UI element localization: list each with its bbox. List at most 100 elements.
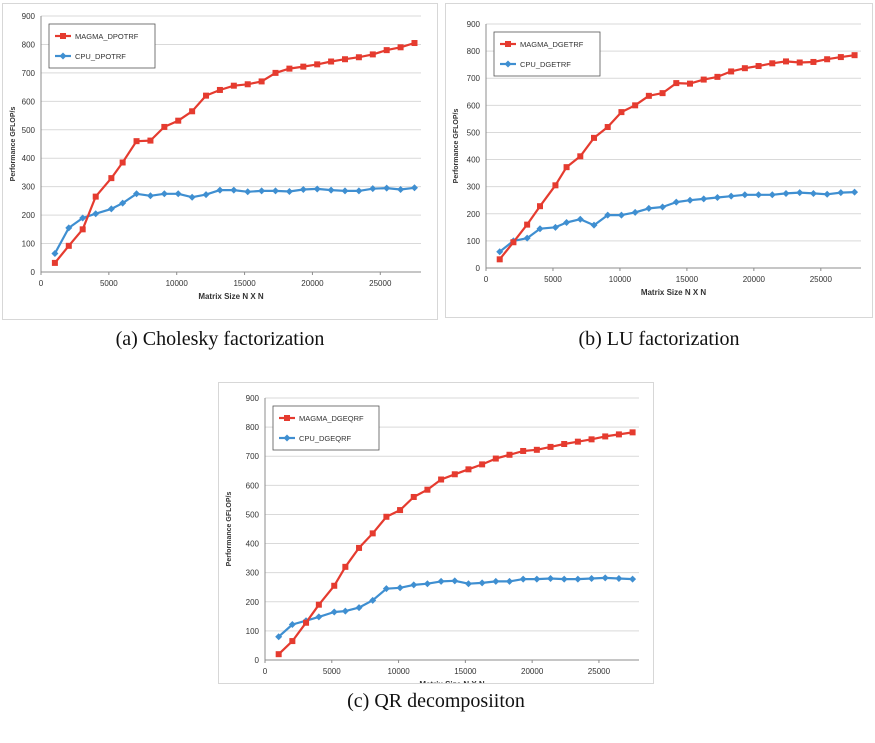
qr-legend-label: MAGMA_DGEQRF [299, 414, 364, 423]
qr-point-cpu_dgeqrf [588, 574, 596, 582]
qr-point-magma_dgeqrf [465, 466, 472, 473]
qr-point-magma_dgeqrf [315, 601, 322, 608]
chart-svg-qr: 0 100 200 300 400 500 600 700 800 900 0 5000 10000 15… [226, 394, 639, 683]
lu-xtick-label: 25000 [810, 275, 833, 284]
cholesky-point-cpu_dpotrf [383, 184, 391, 192]
cholesky-point-cpu_dpotrf [79, 214, 87, 222]
qr-ytick-label: 900 [246, 394, 260, 403]
qr-point-magma_dgeqrf [615, 431, 622, 438]
qr-point-magma_dgeqrf [289, 638, 296, 645]
qr-point-cpu_dgeqrf [492, 577, 500, 585]
lu-point-magma_dgetrf [741, 65, 748, 72]
lu-point-magma_dgetrf [796, 59, 803, 66]
qr-xtick-label: 0 [263, 667, 268, 676]
qr-point-cpu_dgeqrf [369, 596, 377, 604]
cholesky-point-magma_dpotrf [258, 78, 265, 85]
cholesky-point-magma_dpotrf [383, 47, 390, 54]
lu-point-magma_dgetrf [851, 52, 858, 59]
qr-point-magma_dgeqrf [451, 471, 458, 478]
cholesky-point-cpu_dpotrf [107, 205, 115, 213]
cholesky-point-magma_dpotrf [314, 61, 321, 68]
cholesky-point-cpu_dpotrf [119, 199, 127, 207]
cholesky-point-magma_dpotrf [189, 108, 196, 115]
cholesky-point-magma_dpotrf [244, 81, 251, 88]
qr-point-cpu_dgeqrf [341, 607, 349, 615]
cholesky-point-cpu_dpotrf [92, 210, 100, 218]
cholesky-point-magma_dpotrf [203, 92, 210, 99]
qr-legend-box [272, 405, 380, 451]
qr-point-cpu_dgeqrf [601, 574, 609, 582]
qr-point-cpu_dgeqrf [315, 613, 323, 621]
cholesky-ytick-label: 0 [31, 268, 36, 277]
cholesky-point-magma_dpotrf [355, 54, 362, 61]
qr-point-magma_dgeqrf [424, 486, 431, 493]
lu-point-cpu_dgetrf [496, 248, 504, 256]
qr-point-magma_dgeqrf [492, 455, 499, 462]
qr-point-cpu_dgeqrf [519, 575, 527, 583]
qr-point-cpu_dgeqrf [288, 620, 296, 628]
qr-ytick-label: 700 [246, 452, 260, 461]
lu-point-cpu_dgetrf [659, 203, 667, 211]
lu-point-cpu_dgetrf [768, 191, 776, 199]
cholesky-point-cpu_dpotrf [285, 188, 293, 196]
cholesky-point-cpu_dpotrf [299, 186, 307, 194]
lu-point-cpu_dgetrf [686, 196, 694, 204]
lu-point-cpu_dgetrf [782, 189, 790, 197]
lu-point-magma_dgetrf [728, 68, 735, 75]
lu-ytick-label: 600 [467, 101, 481, 110]
qr-point-magma_dgeqrf [331, 582, 338, 589]
lu-xtick-label: 15000 [676, 275, 699, 284]
cholesky-point-magma_dpotrf [65, 242, 72, 249]
lu-point-cpu_dgetrf [837, 189, 845, 197]
cholesky-point-magma_dpotrf [216, 86, 223, 93]
qr-ytick-label: 300 [246, 569, 260, 578]
cholesky-point-cpu_dpotrf [244, 188, 252, 196]
cholesky-ytick-label: 100 [22, 240, 36, 249]
lu-point-cpu_dgetrf [551, 223, 559, 231]
cholesky-point-cpu_dpotrf [369, 185, 377, 193]
lu-ytick-label: 200 [467, 210, 481, 219]
lu-point-magma_dgetrf [524, 221, 531, 228]
cholesky-point-magma_dpotrf [133, 138, 140, 145]
qr-point-cpu_dgeqrf [478, 579, 486, 587]
cholesky-legend-marker [60, 33, 66, 39]
lu-xaxis-label: Matrix Size N X N [641, 288, 707, 297]
lu-point-magma_dgetrf [618, 109, 625, 116]
chart-svg-cholesky: 0 100 200 300 400 500 600 700 800 900 0 5000 10000 15… [10, 12, 421, 301]
lu-legend-marker [505, 41, 511, 47]
qr-ytick-label: 200 [246, 598, 260, 607]
cholesky-point-magma_dpotrf [175, 117, 182, 124]
qr-xaxis-label: Matrix Size N X N [419, 680, 485, 683]
cholesky-point-magma_dpotrf [51, 259, 58, 266]
lu-point-cpu_dgetrf [576, 215, 584, 223]
lu-point-magma_dgetrf [824, 56, 831, 63]
qr-ytick-label: 600 [246, 481, 260, 490]
lu-point-magma_dgetrf [659, 90, 666, 97]
qr-point-cpu_dgeqrf [396, 584, 404, 592]
lu-point-magma_dgetrf [604, 124, 611, 131]
qr-point-magma_dgeqrf [561, 440, 568, 447]
lu-point-magma_dgetrf [537, 203, 543, 210]
qr-point-magma_dgeqrf [303, 619, 310, 626]
qr-point-cpu_dgeqrf [505, 577, 513, 585]
cholesky-xtick-label: 15000 [233, 279, 256, 288]
cholesky-point-magma_dpotrf [286, 65, 293, 72]
lu-point-cpu_dgetrf [713, 194, 721, 202]
cholesky-point-cpu_dpotrf [327, 186, 335, 194]
lu-legend-box [493, 31, 601, 77]
lu-point-cpu_dgetrf [851, 188, 859, 196]
cholesky-point-cpu_dpotrf [160, 190, 168, 198]
chart-panel-lu: 0 100 200 300 400 500 600 700 800 900 0 5000 10000 15… [445, 3, 873, 318]
cholesky-point-magma_dpotrf [411, 40, 418, 47]
qr-xtick-label: 15000 [454, 667, 477, 676]
cholesky-ytick-label: 600 [22, 97, 36, 106]
cholesky-ytick-label: 700 [22, 69, 36, 78]
lu-point-cpu_dgetrf [741, 191, 749, 199]
lu-point-cpu_dgetrf [617, 211, 625, 219]
qr-point-magma_dgeqrf [356, 544, 363, 551]
qr-point-cpu_dgeqrf [560, 575, 568, 583]
cholesky-ytick-label: 500 [22, 126, 36, 135]
cholesky-point-cpu_dpotrf [146, 192, 154, 200]
qr-point-magma_dgeqrf [479, 461, 486, 468]
qr-legend-marker [284, 415, 290, 421]
